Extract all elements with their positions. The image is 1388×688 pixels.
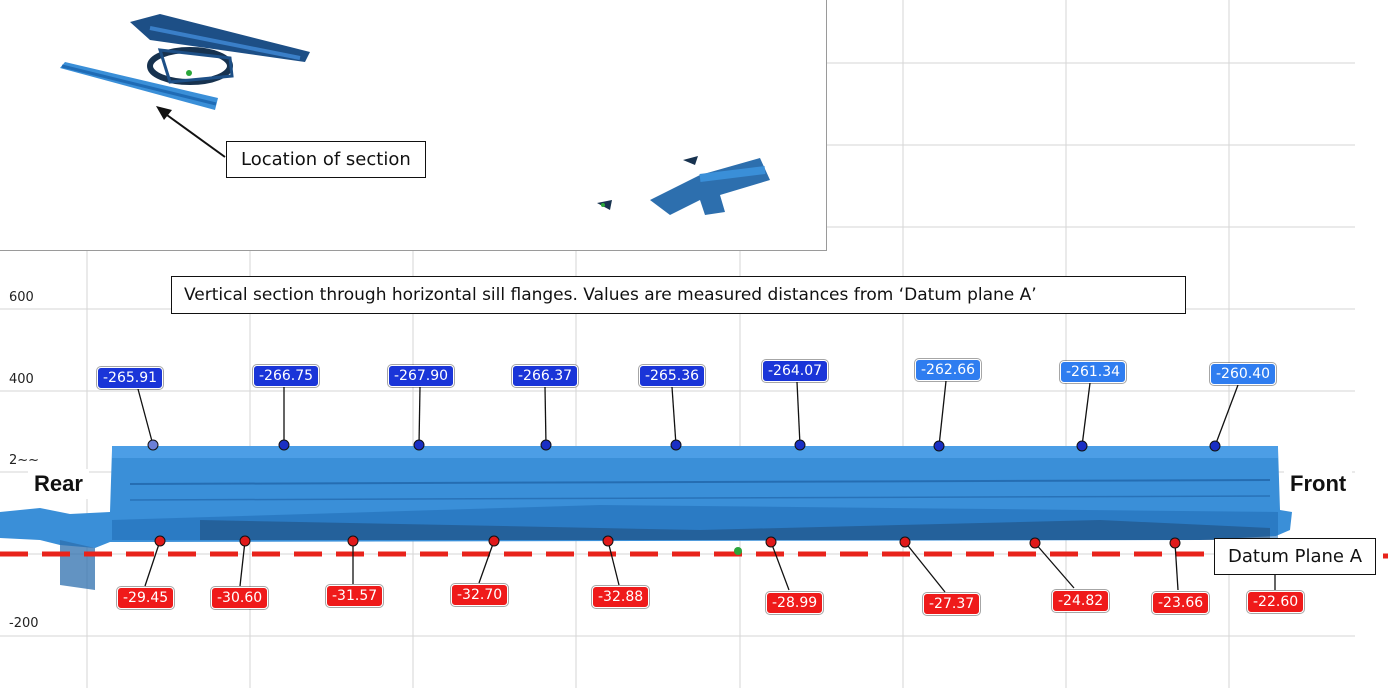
- lower-points: [154, 535, 1181, 549]
- y-tick-label: 600: [9, 290, 34, 305]
- lower-value-tag: -22.60: [1247, 591, 1305, 613]
- rear-label: Rear: [28, 469, 89, 499]
- lower-value-tag: -32.70: [451, 584, 509, 606]
- location-callout: Location of section: [226, 141, 426, 178]
- sill-scan: [0, 446, 1292, 590]
- datum-label: Datum Plane A: [1214, 538, 1377, 575]
- lower-value-tag: -29.45: [117, 587, 175, 609]
- upper-value-tag: -264.07: [762, 360, 829, 382]
- y-tick-label: -200: [9, 616, 39, 631]
- upper-value-tag: -267.90: [388, 365, 455, 387]
- reference-point: [734, 547, 742, 555]
- y-tick-label: 400: [9, 372, 34, 387]
- upper-leaders: [137, 380, 1239, 447]
- upper-points: [147, 439, 1221, 452]
- lower-value-tag: -23.66: [1152, 592, 1210, 614]
- upper-value-tag: -265.91: [97, 367, 164, 389]
- lower-value-tag: -30.60: [211, 587, 269, 609]
- y-tick-label: 2~~: [9, 453, 40, 468]
- upper-value-tag: -262.66: [915, 359, 982, 381]
- inset-scan-image: [60, 14, 770, 215]
- upper-value-tag: -265.36: [639, 365, 706, 387]
- front-label: Front: [1284, 469, 1353, 499]
- lower-value-tag: -31.57: [326, 585, 384, 607]
- lower-value-tag: -32.88: [592, 586, 650, 608]
- location-inset: Location of section: [0, 0, 827, 251]
- upper-value-tag: -266.75: [253, 365, 320, 387]
- section-title: Vertical section through horizontal sill…: [171, 276, 1186, 314]
- lower-leaders: [144, 540, 1276, 593]
- upper-value-tag: -261.34: [1060, 361, 1127, 383]
- lower-value-tag: -24.82: [1052, 590, 1110, 612]
- upper-value-tag: -260.40: [1210, 363, 1277, 385]
- upper-value-tag: -266.37: [512, 365, 579, 387]
- lower-value-tag: -28.99: [766, 592, 824, 614]
- lower-value-tag: -27.37: [923, 593, 981, 615]
